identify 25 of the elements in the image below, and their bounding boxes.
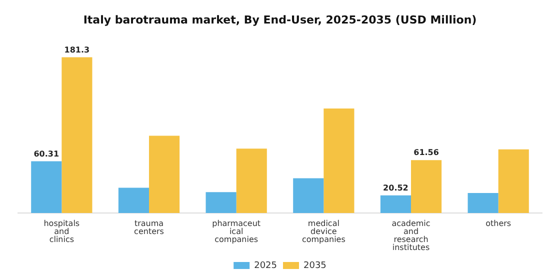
bar <box>206 192 236 213</box>
data-label: 20.52 <box>383 183 408 192</box>
x-tick-label: pharmaceutical companies <box>212 219 261 244</box>
bar <box>411 160 442 213</box>
bar <box>293 178 324 213</box>
x-tick-label: others <box>486 219 512 228</box>
bar <box>380 195 411 213</box>
data-label: 60.31 <box>34 149 60 158</box>
x-tick-label: trauma centers <box>134 219 164 236</box>
data-label: 61.56 <box>414 148 440 158</box>
legend-label: 2025 <box>254 260 277 271</box>
x-tick-label: medical device companies <box>302 219 346 244</box>
bar <box>498 149 529 213</box>
x-tick-label: hospitals and clinics <box>44 219 80 244</box>
data-label: 181.3 <box>64 45 90 54</box>
legend-label: 2035 <box>304 260 326 271</box>
bar <box>236 148 267 213</box>
bar <box>62 57 92 213</box>
bar <box>468 192 498 213</box>
bar <box>31 161 62 213</box>
bar <box>149 136 180 213</box>
x-tick-label: academic and research institutes <box>392 219 430 252</box>
bar <box>118 188 149 213</box>
chart-title: Italy barotrauma market, By End-User, 2025-2035 (USD Million) <box>83 13 477 26</box>
bar <box>324 108 354 213</box>
